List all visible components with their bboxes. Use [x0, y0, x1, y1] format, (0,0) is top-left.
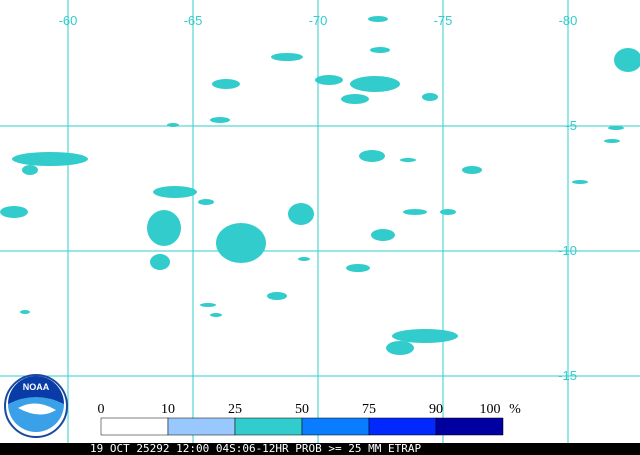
footer-text: 19 OCT 25292 12:00 04S:06-12HR PROB >= 2… — [90, 442, 422, 455]
noaa-logo: NOAA — [4, 374, 68, 438]
legend-swatch — [167, 417, 236, 436]
lat-label: -5 — [565, 118, 577, 133]
lon-label: -60 — [59, 13, 78, 28]
legend-label: 0 — [98, 402, 105, 417]
legend-swatch — [234, 417, 303, 436]
legend-swatch — [368, 417, 437, 436]
legend-label: 90 — [429, 402, 443, 417]
lon-label: -75 — [434, 13, 453, 28]
footer-bar — [0, 443, 640, 455]
legend-label: 25 — [228, 402, 242, 417]
graticule — [0, 0, 640, 443]
legend-unit: % — [509, 402, 521, 417]
legend-label: 10 — [161, 402, 175, 417]
precipitation-areas — [0, 16, 640, 355]
legend-label: 75 — [362, 402, 376, 417]
legend-swatch — [435, 417, 504, 436]
legend-label: 50 — [295, 402, 309, 417]
legend-swatch — [301, 417, 370, 436]
logo-text: NOAA — [23, 382, 50, 392]
coordinate-labels: -60 -65 -70 -75 -80 -5 -10 -15 — [59, 13, 578, 383]
lon-label: -80 — [559, 13, 578, 28]
legend: 0 10 25 50 75 90 100% — [98, 402, 521, 436]
lon-label: -70 — [309, 13, 328, 28]
lat-label: -10 — [558, 243, 577, 258]
lat-label: -15 — [558, 368, 577, 383]
legend-swatch — [100, 417, 169, 436]
lon-label: -65 — [184, 13, 203, 28]
legend-label: 100 — [480, 402, 501, 417]
